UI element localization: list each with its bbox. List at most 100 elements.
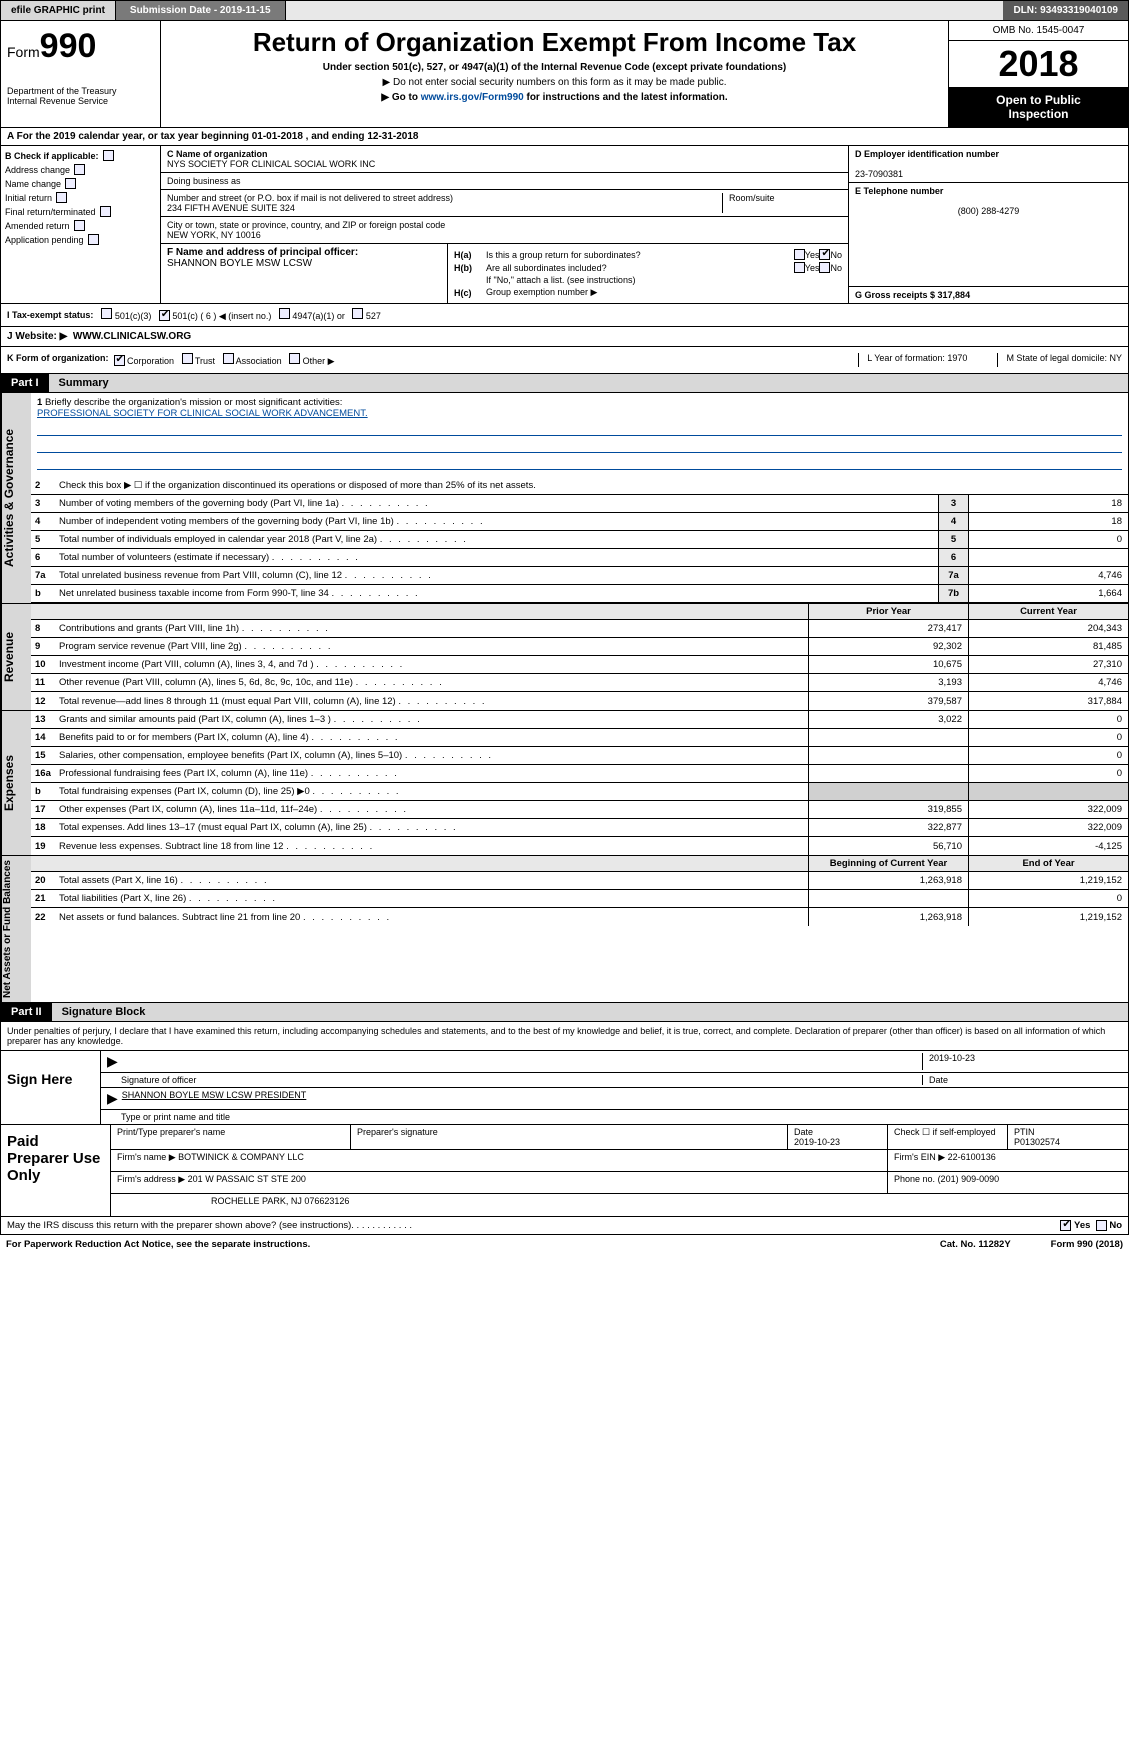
summary-line: 10Investment income (Part VIII, column (… <box>31 656 1128 674</box>
checkbox-icon[interactable] <box>100 206 111 217</box>
checkbox-icon[interactable] <box>794 249 805 260</box>
summary-line: 2Check this box ▶ ☐ if the organization … <box>31 477 1128 495</box>
firm-phone: Phone no. (201) 909-0090 <box>888 1172 1128 1193</box>
summary-line: 3Number of voting members of the governi… <box>31 495 1128 513</box>
checkbox-icon[interactable] <box>182 353 193 364</box>
checkbox-icon[interactable] <box>352 308 363 319</box>
governance-section: Activities & Governance 1 Briefly descri… <box>0 393 1129 604</box>
sign-date: 2019-10-23 <box>922 1053 1122 1070</box>
street-label: Number and street (or P.O. box if mail i… <box>167 193 453 203</box>
netassets-section: Net Assets or Fund Balances Beginning of… <box>0 856 1129 1003</box>
officer-label: F Name and address of principal officer: <box>167 247 358 258</box>
top-bar: efile GRAPHIC print Submission Date - 20… <box>0 0 1129 21</box>
efile-label: efile GRAPHIC print <box>1 1 116 20</box>
self-employed-check[interactable]: Check ☐ if self-employed <box>888 1125 1008 1149</box>
summary-line: 15Salaries, other compensation, employee… <box>31 747 1128 765</box>
street: 234 FIFTH AVENUE SUITE 324 <box>167 203 295 213</box>
dln: DLN: 93493319040109 <box>1003 1 1128 20</box>
firm-name: Firm's name ▶ BOTWINICK & COMPANY LLC <box>111 1150 888 1171</box>
preparer-name-hdr: Print/Type preparer's name <box>111 1125 351 1149</box>
may-discuss: May the IRS discuss this return with the… <box>0 1217 1129 1235</box>
checkbox-icon[interactable] <box>101 308 112 319</box>
department: Department of the Treasury Internal Reve… <box>7 86 154 106</box>
footer: For Paperwork Reduction Act Notice, see … <box>0 1235 1129 1254</box>
checkbox-icon[interactable] <box>819 262 830 273</box>
firm-ein: Firm's EIN ▶ 22-6100136 <box>888 1150 1128 1171</box>
checkbox-icon[interactable] <box>56 192 67 203</box>
form-title: Return of Organization Exempt From Incom… <box>171 27 938 58</box>
ptin: PTINP01302574 <box>1008 1125 1128 1149</box>
summary-line: 6Total number of volunteers (estimate if… <box>31 549 1128 567</box>
checkbox-icon[interactable] <box>74 164 85 175</box>
subtitle-3: ▶ Go to www.irs.gov/Form990 for instruct… <box>171 92 938 103</box>
summary-line: bNet unrelated business taxable income f… <box>31 585 1128 603</box>
checkbox-icon[interactable] <box>65 178 76 189</box>
paperwork-notice: For Paperwork Reduction Act Notice, see … <box>6 1239 310 1250</box>
section-b-to-g: B Check if applicable: Address changeNam… <box>0 146 1129 304</box>
checkbox-icon[interactable] <box>794 262 805 273</box>
tel-label: E Telephone number <box>855 186 943 196</box>
summary-line: 9Program service revenue (Part VIII, lin… <box>31 638 1128 656</box>
cat-no: Cat. No. 11282Y <box>940 1239 1011 1250</box>
omb-number: OMB No. 1545-0047 <box>949 21 1128 41</box>
summary-line: 13Grants and similar amounts paid (Part … <box>31 711 1128 729</box>
signature-block: Under penalties of perjury, I declare th… <box>0 1022 1129 1217</box>
room-label: Room/suite <box>722 193 842 213</box>
perjury-text: Under penalties of perjury, I declare th… <box>1 1022 1128 1050</box>
checkbox-icon[interactable] <box>114 355 125 366</box>
summary-line: 19Revenue less expenses. Subtract line 1… <box>31 837 1128 855</box>
checkbox-icon[interactable] <box>819 249 830 260</box>
summary-line: 7aTotal unrelated business revenue from … <box>31 567 1128 585</box>
firm-address: Firm's address ▶ 201 W PASSAIC ST STE 20… <box>111 1172 888 1193</box>
row-i-tax-status: I Tax-exempt status: 501(c)(3) 501(c) ( … <box>0 304 1129 327</box>
column-c: C Name of organizationNYS SOCIETY FOR CL… <box>161 146 848 303</box>
subtitle-2: ▶ Do not enter social security numbers o… <box>171 77 938 88</box>
sign-here-label: Sign Here <box>1 1051 101 1124</box>
form-header: Form990 Department of the Treasury Inter… <box>0 21 1129 128</box>
expenses-section: Expenses 13Grants and similar amounts pa… <box>0 711 1129 856</box>
paid-preparer-label: Paid Preparer Use Only <box>1 1125 111 1216</box>
checkbox-icon[interactable] <box>279 308 290 319</box>
website-url[interactable]: WWW.CLINICALSW.ORG <box>73 331 191 342</box>
checkbox-icon[interactable] <box>223 353 234 364</box>
column-b-checkboxes: B Check if applicable: Address changeNam… <box>1 146 161 303</box>
summary-line: 22Net assets or fund balances. Subtract … <box>31 908 1128 926</box>
gross-receipts: G Gross receipts $ 317,884 <box>855 290 970 300</box>
checkbox-icon[interactable] <box>1060 1220 1071 1231</box>
row-a-tax-year: A For the 2019 calendar year, or tax yea… <box>0 128 1129 146</box>
city: NEW YORK, NY 10016 <box>167 230 261 240</box>
ein-label: D Employer identification number <box>855 149 999 159</box>
checkbox-icon[interactable] <box>88 234 99 245</box>
city-label: City or town, state or province, country… <box>167 220 445 230</box>
checkbox-icon[interactable] <box>159 310 170 321</box>
summary-line: 16aProfessional fundraising fees (Part I… <box>31 765 1128 783</box>
checkbox-icon[interactable] <box>289 353 300 364</box>
form-number: Form990 <box>7 27 154 66</box>
sig-officer-label: Signature of officer <box>121 1075 922 1085</box>
submission-date: Submission Date - 2019-11-15 <box>116 1 286 20</box>
org-name: NYS SOCIETY FOR CLINICAL SOCIAL WORK INC <box>167 159 375 169</box>
part-2-header: Part II Signature Block <box>0 1003 1129 1022</box>
officer-name: SHANNON BOYLE MSW LCSW <box>167 258 312 269</box>
subtitle-1: Under section 501(c), 527, or 4947(a)(1)… <box>171 62 938 73</box>
netassets-tab: Net Assets or Fund Balances <box>1 856 31 1002</box>
mission-text: PROFESSIONAL SOCIETY FOR CLINICAL SOCIAL… <box>37 408 368 419</box>
checkbox-icon[interactable] <box>1096 1220 1107 1231</box>
date-label: Date <box>922 1075 1122 1085</box>
tax-year: 2018 <box>949 41 1128 87</box>
governance-tab: Activities & Governance <box>1 393 31 603</box>
checkbox-icon[interactable] <box>74 220 85 231</box>
summary-line: 11Other revenue (Part VIII, column (A), … <box>31 674 1128 692</box>
revenue-section: Revenue Prior YearCurrent Year 8Contribu… <box>0 604 1129 711</box>
summary-line: 18Total expenses. Add lines 13–17 (must … <box>31 819 1128 837</box>
checkbox-icon[interactable] <box>103 150 114 161</box>
summary-line: 8Contributions and grants (Part VIII, li… <box>31 620 1128 638</box>
telephone: (800) 288-4279 <box>855 206 1122 216</box>
row-k-form-org: K Form of organization: Corporation Trus… <box>0 347 1129 374</box>
irs-link[interactable]: www.irs.gov/Form990 <box>421 92 524 103</box>
state-domicile: M State of legal domicile: NY <box>997 353 1122 367</box>
name-title-label: Type or print name and title <box>121 1112 1122 1122</box>
open-to-public: Open to Public Inspection <box>949 87 1128 127</box>
summary-line: 17Other expenses (Part IX, column (A), l… <box>31 801 1128 819</box>
dba-label: Doing business as <box>167 176 241 186</box>
